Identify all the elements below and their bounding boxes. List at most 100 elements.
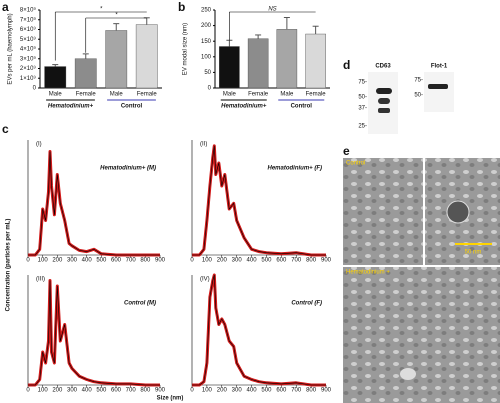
x-tick-label: 500 [261,388,272,394]
x-tick-label: 300 [232,388,243,394]
x-tick-label: 900 [321,258,332,264]
y-tick-label: 150 [201,39,212,45]
x-tick-label: Female [248,92,269,98]
chart-subtitle: Hematodinium+ (M) [100,166,156,172]
x-tick-label: 400 [247,258,258,264]
panel-label: b [178,0,185,14]
blots [368,72,454,134]
em-vesicle [400,368,416,380]
y-tick-label: 6×10⁹ [20,26,37,33]
x-tick-label: Female [137,92,158,98]
bar [276,29,298,89]
x-tick-label: Male [223,92,237,98]
chart-title: (III) [36,277,45,283]
x-tick-label: 600 [111,388,122,394]
x-tick-label: 900 [321,388,332,394]
blot-band [428,84,448,89]
x-tick-label: 200 [217,258,228,264]
x-tick-label: 300 [67,388,78,394]
line [28,280,160,386]
x-tick-label: 300 [232,258,243,264]
y-tick-label: 1×10⁹ [20,75,37,82]
chart-subtitle: Control (F) [291,301,322,307]
bar [105,30,128,89]
x-tick-label: 900 [155,388,166,394]
x-tick-label: Male [49,92,63,98]
bar [44,66,67,89]
line [192,145,326,256]
y-tick-label: 250 [201,8,212,14]
chart-title: (I) [36,142,42,148]
bar [135,24,158,89]
x-tick-label: 100 [38,258,49,264]
x-tick-label: 700 [126,388,137,394]
em-images [343,158,500,403]
x-tick-label: 0 [190,388,194,394]
marker-label: 75- [358,80,367,86]
panel-label: c [2,122,9,136]
x-tick-label: 800 [140,388,151,394]
group-label: Control [121,104,143,110]
y-tick-label: 100 [201,54,212,60]
y-tick-label: 7×10⁹ [20,16,37,23]
y-tick-label: 2×10⁹ [20,65,37,72]
em-label: Control [346,161,365,167]
line-band [28,279,160,387]
x-tick-label: 700 [291,258,302,264]
chart-title: (II) [200,142,207,148]
x-tick-label: 900 [155,258,166,264]
blot-label: Flot-1 [431,64,448,70]
y-tick-label: 3×10⁹ [20,55,37,62]
x-tick-label: 600 [276,258,287,264]
x-tick-label: Male [110,92,124,98]
x-tick-label: 800 [306,258,317,264]
marker-label: 75- [414,78,423,84]
annotation: * [100,7,103,13]
x-tick-label: 0 [26,258,30,264]
x-tick-label: 200 [52,388,63,394]
bar [247,38,269,89]
line-band [192,273,326,387]
panel-label: a [2,0,9,14]
x-tick-label: 100 [38,388,49,394]
x-tick-label: 700 [126,258,137,264]
annotation: * [115,13,118,19]
x-tick-label: Female [306,92,327,98]
panel-label: d [343,58,350,72]
x-axis-title: Size (nm) [157,396,184,402]
x-tick-label: 600 [276,388,287,394]
line [192,274,326,386]
x-tick-label: Male [280,92,294,98]
group-label: Control [291,104,313,110]
marker-label: 50- [358,95,367,101]
y-tick-label: 5×10⁹ [20,36,37,43]
x-tick-label: 100 [202,258,213,264]
blot-band [378,98,390,104]
em-image [343,158,423,265]
x-tick-label: 800 [306,388,317,394]
x-tick-label: 200 [52,258,63,264]
x-tick-label: 500 [261,258,272,264]
blot-band [376,88,392,94]
y-tick-label: 8×10⁹ [20,7,37,14]
x-tick-label: 200 [217,388,228,394]
blot-band [378,108,390,113]
line [28,151,160,256]
chart-subtitle: Control (M) [124,301,156,307]
y-axis-title: EV modal size (nm) [183,23,189,75]
y-tick-label: 200 [201,23,212,29]
em-label: Hematodinium + [346,270,390,276]
x-tick-label: 0 [26,388,30,394]
x-tick-label: 400 [247,388,258,394]
bar [305,33,326,89]
em-image [343,267,500,403]
marker-label: 50- [414,93,423,99]
em-vesicle [446,200,470,224]
x-tick-label: 500 [96,258,107,264]
marker-label: 25- [358,124,367,130]
y-tick-label: 50 [204,70,211,76]
y-tick-label: 4×10⁹ [20,46,37,53]
y-axis-title: EVs per mL (haemolymph) [8,13,14,84]
